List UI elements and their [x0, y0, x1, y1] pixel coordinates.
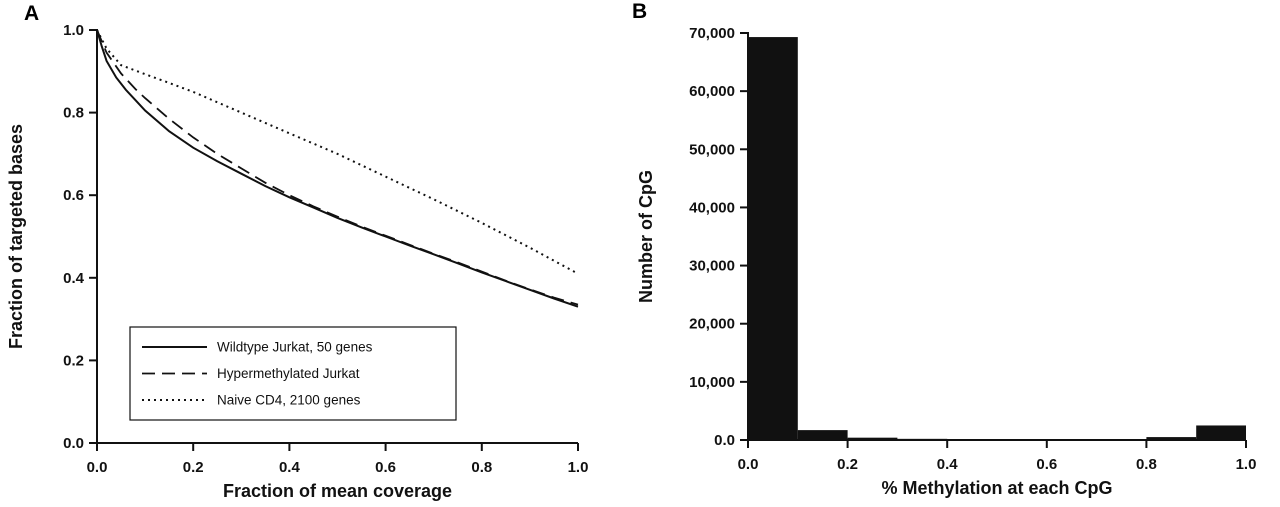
legend-label: Wildtype Jurkat, 50 genes: [217, 340, 373, 355]
legend: Wildtype Jurkat, 50 genes Hypermethylated…: [129, 326, 457, 421]
x-axis-title: % Methylation at each CpG: [881, 478, 1112, 498]
y-tick-label: 0.0: [63, 435, 84, 452]
y-tick-label: 0.4: [63, 270, 85, 287]
x-tick-label: 1.0: [568, 459, 589, 476]
methylation-histogram: 0.0 0.2 0.4 0.6 0.8 1.0 0.0 10,000 20,000 30,000 4…: [636, 25, 1257, 498]
y-tick-label: 0.0: [714, 432, 735, 449]
x-tick-label: 0.4: [279, 459, 301, 476]
x-tick-label: 0.6: [375, 459, 396, 476]
y-tick-label: 40,000: [689, 199, 735, 216]
panel-a-label: A: [24, 2, 40, 25]
histogram-bar: [1096, 439, 1147, 440]
legend-label: Naive CD4, 2100 genes: [217, 393, 361, 408]
series-line-2: [96, 29, 579, 275]
series-line-1: [96, 29, 579, 306]
series-line-0: [96, 29, 579, 308]
y-tick-label: 1.0: [63, 22, 84, 39]
x-tick-label: 1.0: [1236, 456, 1257, 473]
x-tick-label: 0.2: [183, 459, 204, 476]
y-tick-label: 0.2: [63, 352, 84, 369]
y-tick-label: 60,000: [689, 83, 735, 100]
x-tick-label: 0.8: [471, 459, 492, 476]
x-tick-label: 0.6: [1036, 456, 1057, 473]
histogram-bar: [1046, 439, 1097, 440]
y-axis-title: Number of CpG: [636, 170, 656, 303]
x-tick-label: 0.8: [1136, 456, 1157, 473]
x-tick-label: 0.2: [837, 456, 858, 473]
y-axis-title: Fraction of targeted bases: [6, 124, 26, 349]
y-tick-label: 10,000: [689, 374, 735, 391]
histogram-bar: [897, 438, 948, 440]
y-tick-label: 20,000: [689, 316, 735, 333]
y-tick-label: 70,000: [689, 25, 735, 42]
histogram-bar: [1196, 425, 1246, 440]
legend-label: Hypermethylated Jurkat: [217, 366, 360, 381]
panel-b-label: B: [632, 0, 648, 23]
y-tick-label: 50,000: [689, 141, 735, 158]
histogram-bar: [997, 439, 1047, 440]
y-tick-label: 0.8: [63, 105, 84, 122]
x-axis-title: Fraction of mean coverage: [223, 481, 452, 501]
y-tick-label: 0.6: [63, 187, 84, 204]
histogram-bar: [947, 439, 997, 440]
x-tick-label: 0.0: [87, 459, 108, 476]
coverage-line-chart: 0.0 0.2 0.4 0.6 0.8 1.0 0.0 0.2 0.4 0.6 0.8 1.0 Frac…: [6, 22, 589, 501]
histogram-bar: [1146, 437, 1197, 440]
x-tick-label: 0.0: [738, 456, 759, 473]
y-tick-label: 30,000: [689, 258, 735, 275]
x-tick-label: 0.4: [937, 456, 959, 473]
histogram-bar: [748, 37, 798, 440]
histogram-bar: [797, 430, 848, 440]
histogram-bar: [847, 437, 898, 440]
